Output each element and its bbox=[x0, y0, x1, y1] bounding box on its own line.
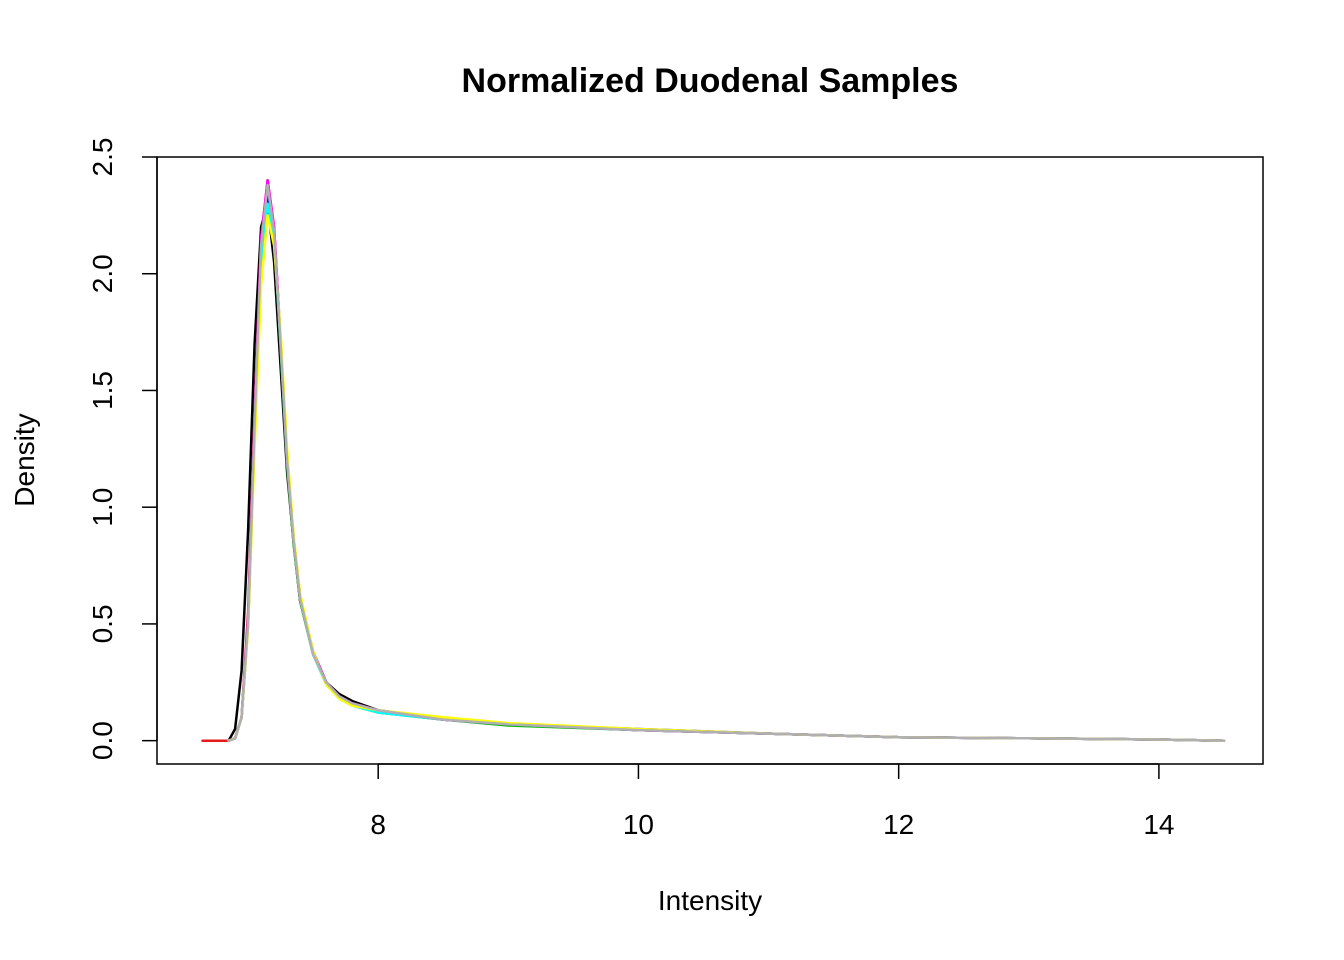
density-series-8 bbox=[227, 183, 1226, 742]
x-axis: 8 10 12 14 bbox=[370, 763, 1174, 840]
x-axis-label: Intensity bbox=[658, 885, 762, 916]
density-series-7 bbox=[227, 214, 1226, 742]
series-layer bbox=[201, 179, 1226, 742]
y-tick-label: 0.5 bbox=[87, 604, 118, 643]
density-series-2 bbox=[201, 179, 1226, 742]
y-tick-label: 0.0 bbox=[87, 721, 118, 760]
x-tick-label: 8 bbox=[370, 809, 386, 840]
y-tick-label: 2.0 bbox=[87, 254, 118, 293]
y-tick-label: 1.5 bbox=[87, 371, 118, 410]
density-series-6 bbox=[227, 179, 1226, 742]
y-axis-label: Density bbox=[9, 413, 40, 506]
chart-title: Normalized Duodenal Samples bbox=[462, 62, 959, 100]
y-axis: 0.0 0.5 1.0 1.5 2.0 2.5 bbox=[87, 138, 158, 760]
x-tick-label: 10 bbox=[623, 809, 654, 840]
x-tick-label: 12 bbox=[883, 809, 914, 840]
density-series-4 bbox=[227, 195, 1226, 742]
density-series-1 bbox=[227, 202, 1226, 742]
x-tick-label: 14 bbox=[1143, 809, 1174, 840]
density-series-3 bbox=[227, 183, 1226, 742]
y-tick-label: 2.5 bbox=[87, 138, 118, 177]
y-tick-label: 1.0 bbox=[87, 488, 118, 527]
density-series-5 bbox=[227, 202, 1226, 742]
